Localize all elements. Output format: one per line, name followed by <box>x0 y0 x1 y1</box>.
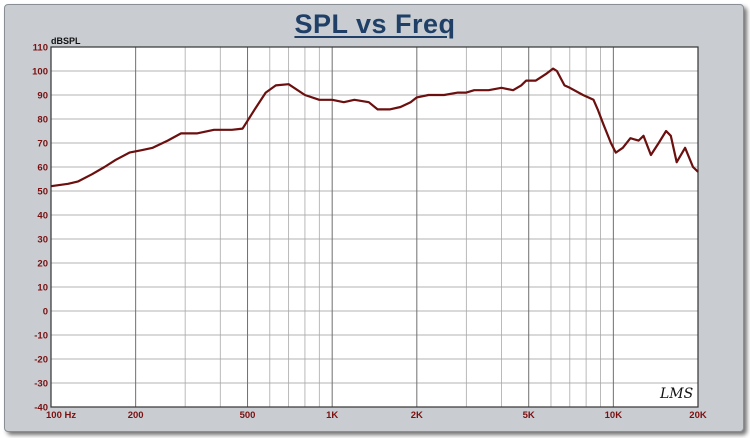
y-tick-label: 10 <box>37 283 48 294</box>
x-tick-label: 20K <box>689 410 707 421</box>
lms-watermark: LMS <box>659 386 693 402</box>
y-tick-label: -20 <box>34 355 48 366</box>
x-tick-label: 5K <box>523 410 535 421</box>
y-tick-label: -40 <box>34 403 48 414</box>
x-tick-label: 1K <box>326 410 338 421</box>
tick-labels: 1101009080706050403020100-10-20-30-40100… <box>32 43 707 422</box>
y-tick-label: 90 <box>37 91 48 102</box>
spl-series-line <box>50 67 699 188</box>
y-axis-label: dBSPL <box>51 36 81 46</box>
y-tick-label: 60 <box>37 163 48 174</box>
y-tick-label: 80 <box>37 115 48 126</box>
y-tick-label: -10 <box>34 331 48 342</box>
y-tick-label: 100 <box>32 67 48 78</box>
y-tick-label: -30 <box>34 379 48 390</box>
plot-border <box>50 46 699 408</box>
series-layer <box>50 67 699 188</box>
y-tick-label: 0 <box>43 307 48 318</box>
x-tick-label: 200 <box>128 410 144 421</box>
x-tick-label: 10K <box>605 410 623 421</box>
y-tick-label: 20 <box>37 259 48 270</box>
y-tick-label: 70 <box>37 139 48 150</box>
plot-area <box>51 47 698 407</box>
grid <box>50 46 699 408</box>
x-tick-label: 100 Hz <box>46 410 76 421</box>
y-tick-label: 110 <box>33 43 48 54</box>
y-tick-label: 40 <box>37 211 48 222</box>
x-tick-label: 500 <box>240 410 256 421</box>
y-tick-label: 30 <box>37 235 48 246</box>
x-tick-label: 2K <box>411 410 423 421</box>
y-tick-label: 50 <box>37 187 48 198</box>
chart-title: SPL vs Freq <box>294 9 456 39</box>
